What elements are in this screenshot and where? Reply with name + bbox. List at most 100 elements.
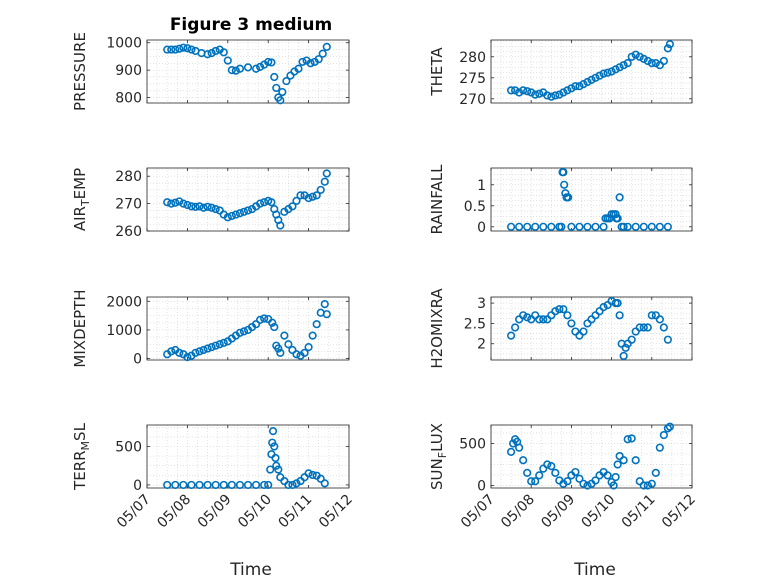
data-point <box>239 207 249 216</box>
data-point <box>507 222 516 231</box>
data-point <box>571 467 580 477</box>
data-point <box>635 477 644 486</box>
data-point <box>211 46 220 56</box>
data-point <box>231 66 240 75</box>
data-point <box>531 222 540 231</box>
y-axis-label-1: THETA <box>428 47 446 97</box>
data-point <box>619 61 628 70</box>
data-point <box>163 198 172 207</box>
data-point <box>207 343 216 352</box>
axes-box <box>490 296 693 361</box>
data-point <box>280 331 289 340</box>
y-tick-label: 0 <box>477 478 486 494</box>
data-point <box>599 303 608 312</box>
data-point <box>270 72 279 82</box>
data-point <box>639 222 648 231</box>
y-tick-label: 500 <box>459 436 486 452</box>
x-tick-label: 05/07 <box>114 492 154 532</box>
data-point <box>595 71 604 80</box>
data-point <box>264 57 273 67</box>
data-point <box>292 196 301 205</box>
y-tick-label: 1 <box>477 178 486 194</box>
data-point <box>256 199 265 208</box>
x-tick-label: 05/12 <box>316 492 356 532</box>
data-point <box>659 56 668 66</box>
data-point <box>276 96 285 105</box>
data-point <box>527 88 536 97</box>
data-point <box>243 63 253 72</box>
data-point <box>647 479 656 488</box>
data-point <box>239 327 249 336</box>
data-point <box>320 479 329 488</box>
data-point <box>251 320 261 329</box>
data-point <box>203 480 212 490</box>
data-point <box>260 314 269 323</box>
data-point <box>647 58 656 68</box>
y-axis-label-2: AIRTEMP <box>71 168 92 231</box>
data-point <box>203 344 212 353</box>
y-tick-label: 0 <box>133 478 142 494</box>
data-point <box>509 439 518 448</box>
data-point <box>555 305 564 314</box>
y-tick-label: 1000 <box>106 36 142 52</box>
data-point <box>651 58 660 68</box>
data-point <box>547 462 556 471</box>
data-point <box>591 311 600 320</box>
data-point <box>163 45 172 54</box>
data-point <box>531 477 540 486</box>
data-point <box>187 45 196 54</box>
data-point <box>613 460 622 469</box>
data-point <box>276 473 285 482</box>
data-point <box>215 340 224 349</box>
data-point <box>235 209 245 218</box>
data-point <box>207 203 216 212</box>
axes-box <box>146 167 350 232</box>
data-point <box>288 480 297 490</box>
data-point <box>195 480 204 490</box>
data-point <box>627 434 636 443</box>
data-point <box>635 52 644 61</box>
data-point <box>539 222 548 231</box>
data-point <box>316 474 325 483</box>
data-point <box>665 422 674 431</box>
data-point <box>639 481 648 490</box>
y-tick-label: 0 <box>477 220 486 236</box>
data-point <box>511 323 520 332</box>
x-tick-label: 05/11 <box>276 492 316 532</box>
data-point <box>527 477 536 486</box>
data-point <box>639 323 648 332</box>
data-point <box>627 335 636 344</box>
x-tick-label: 05/10 <box>579 492 619 532</box>
data-point <box>531 90 540 99</box>
data-point <box>563 86 572 95</box>
data-point <box>308 470 317 480</box>
data-point <box>603 68 612 77</box>
data-point <box>171 45 180 54</box>
data-point <box>322 310 331 319</box>
data-point <box>288 345 297 355</box>
data-point <box>663 44 672 53</box>
data-point <box>609 481 618 490</box>
y-axis-label-7: SUNFLUX <box>428 423 449 490</box>
data-point <box>619 351 628 361</box>
data-point <box>235 64 245 73</box>
panel-mixdepth: 2000 1000 0 MIXDEPTH <box>71 289 350 368</box>
data-point <box>559 88 568 97</box>
data-point <box>271 453 280 463</box>
data-point <box>535 471 544 480</box>
y-tick-label: 280 <box>459 50 486 66</box>
data-point <box>256 62 265 71</box>
data-point <box>179 43 188 52</box>
y-axis-label-3: RAINFALL <box>428 164 446 235</box>
data-point <box>523 468 532 477</box>
data-point <box>551 468 560 477</box>
data-point <box>631 50 640 59</box>
data-point <box>559 305 568 314</box>
data-point <box>272 83 281 93</box>
data-point <box>211 480 220 490</box>
y-axis-label-4: MIXDEPTH <box>71 289 89 367</box>
data-point <box>519 86 528 95</box>
data-point <box>195 347 204 356</box>
data-point <box>579 479 588 488</box>
data-point <box>575 331 584 340</box>
